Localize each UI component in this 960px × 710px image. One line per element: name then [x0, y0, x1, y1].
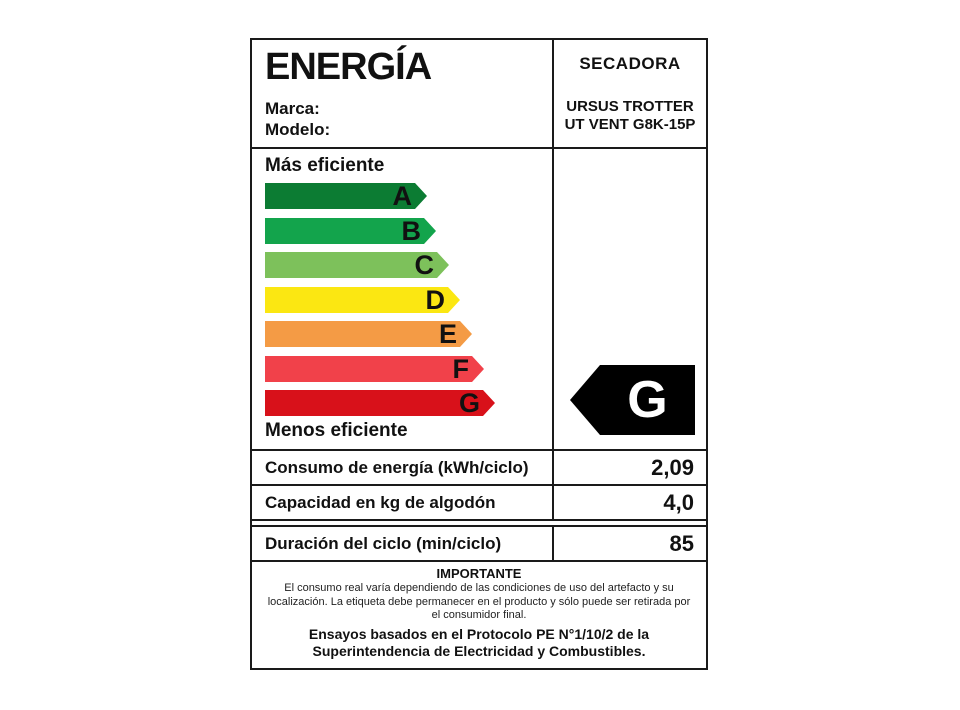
label-footer: IMPORTANTE El consumo real varía dependi… — [252, 562, 706, 668]
row-capacity: Capacidad en kg de algodón 4,0 — [252, 486, 706, 521]
row-value: 85 — [552, 527, 706, 560]
row-cycle-duration: Duración del ciclo (min/ciclo) 85 — [252, 525, 706, 562]
header-left: ENERGÍA Marca: Modelo: — [252, 40, 552, 147]
row-label: Consumo de energía (kWh/ciclo) — [265, 457, 529, 477]
brand-value: URSUS TROTTER — [566, 98, 694, 115]
bar-arrow-tip — [483, 390, 495, 416]
rating-arrow: G — [570, 365, 695, 435]
row-value: 4,0 — [552, 486, 706, 519]
rating-letter: G — [627, 371, 668, 429]
efficiency-scale-section: Más eficiente A B C D E F — [252, 149, 706, 451]
bar-arrow-tip — [448, 286, 460, 313]
efficiency-bar-b: B — [265, 215, 495, 246]
energy-label: ENERGÍA Marca: Modelo: SECADORA URSUS TR… — [250, 38, 708, 670]
bar-letter: F — [452, 353, 470, 384]
bar-arrow-tip — [472, 355, 484, 382]
efficiency-bar-c: C — [265, 250, 495, 280]
bar-letter: C — [414, 250, 435, 280]
row-energy-consumption: Consumo de energía (kWh/ciclo) 2,09 — [252, 451, 706, 486]
bar-letter: B — [401, 215, 422, 246]
model-label: Modelo: — [265, 120, 331, 139]
row-label: Duración del ciclo (min/ciclo) — [265, 533, 502, 553]
more-efficient-caption: Más eficiente — [265, 155, 385, 176]
bar-letter: D — [425, 284, 446, 315]
footer-protocol-note: Ensayos basados en el Protocolo PE N°1/1… — [252, 626, 706, 660]
footer-body-line: localización. La etiqueta debe permanece… — [267, 595, 691, 608]
efficiency-bar-g: G — [265, 388, 495, 418]
brand-label: Marca: — [265, 99, 320, 118]
row-label: Capacidad en kg de algodón — [265, 492, 496, 512]
header-right: SECADORA URSUS TROTTER UT VENT G8K-15P — [552, 40, 706, 147]
efficiency-bar-d: D — [265, 284, 495, 315]
footer-heading: IMPORTANTE — [436, 566, 522, 581]
row-value: 2,09 — [552, 451, 706, 484]
efficiency-bar-f: F — [265, 353, 495, 384]
efficiency-bar-a: A — [265, 181, 495, 211]
bar-arrow-tip — [460, 321, 472, 347]
less-efficient-caption: Menos eficiente — [265, 420, 408, 441]
bar-arrow-tip — [415, 183, 427, 209]
footer-bold-line: Ensayos basados en el Protocolo PE N°1/1… — [308, 625, 650, 642]
vertical-divider — [552, 149, 554, 449]
bar-letter: E — [438, 319, 457, 349]
efficiency-bar-e: E — [265, 319, 495, 349]
bar-arrow-tip — [437, 252, 449, 278]
footer-body-line: El consumo real varía dependiendo de las… — [284, 582, 674, 594]
bar-letter: G — [458, 388, 480, 418]
bar-letter: A — [392, 181, 413, 211]
appliance-type: SECADORA — [579, 54, 681, 73]
efficiency-bars: A B C D E F G — [265, 183, 495, 425]
model-value: UT VENT G8K-15P — [564, 116, 696, 133]
footer-bold-line: Superintendencia de Electricidad y Combu… — [312, 642, 646, 659]
rating-arrow-body: G — [600, 365, 695, 435]
footer-body-line: el consumidor final. — [431, 609, 527, 621]
label-header: ENERGÍA Marca: Modelo: SECADORA URSUS TR… — [252, 40, 706, 149]
energy-title: ENERGÍA — [265, 46, 432, 88]
bar-arrow-tip — [424, 217, 436, 244]
rating-arrow-tip — [570, 365, 600, 435]
